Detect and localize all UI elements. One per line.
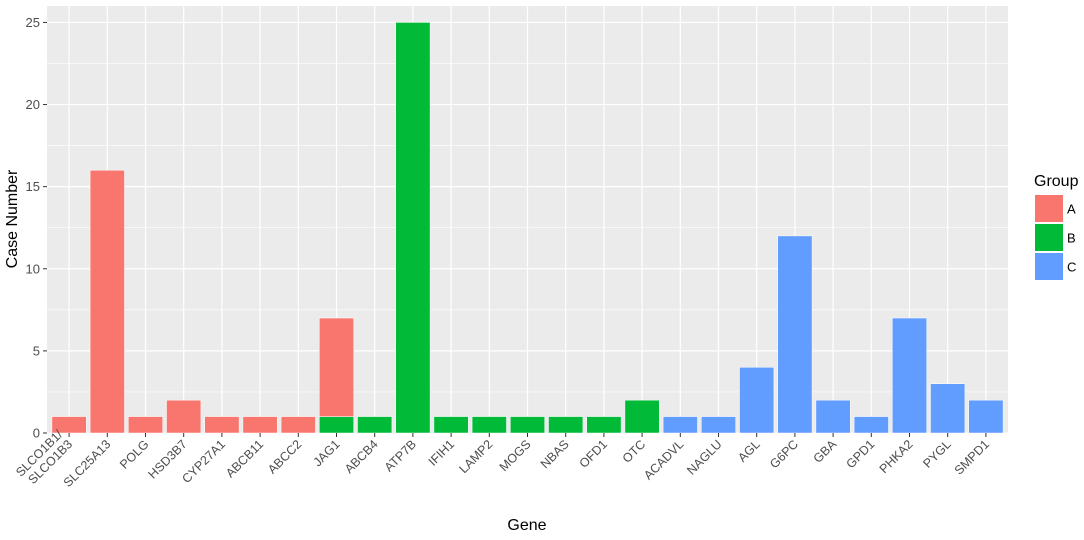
bar (586, 416, 622, 434)
x-tick-label: LAMP2 (457, 437, 496, 476)
legend-label: B (1067, 231, 1076, 246)
x-tick-label: ABCC2 (265, 437, 304, 476)
x-tick-label: OFD1 (577, 437, 611, 471)
bar (968, 399, 1004, 434)
x-tick-label: AGL (735, 437, 763, 465)
x-tick-label: JAG1 (311, 437, 343, 469)
grid (47, 6, 1008, 434)
y-tick-label: 15 (26, 179, 40, 194)
x-axis-label: Gene (507, 517, 546, 534)
bar (662, 416, 698, 434)
x-tick-label: GBA (811, 437, 840, 466)
bar (433, 416, 469, 434)
x-tick-label: ATP7B (382, 437, 419, 474)
x-tick-label: MOGS (497, 437, 534, 474)
x-tick-label: ACADVL (641, 437, 686, 482)
y-tick-label: 0 (33, 426, 40, 441)
bar (128, 416, 163, 434)
bar (89, 169, 125, 434)
y-tick-label: 25 (26, 15, 40, 30)
bar (280, 416, 316, 434)
legend: Group ABC (1034, 173, 1079, 280)
x-tick-label: OTC (620, 437, 649, 466)
bar (471, 416, 507, 434)
legend-label: C (1067, 260, 1076, 275)
x-tick-label: ABCB11 (223, 437, 266, 480)
legend-title: Group (1034, 173, 1079, 190)
bar (892, 317, 927, 434)
bar (319, 317, 354, 417)
bar (357, 416, 393, 434)
bar (548, 416, 584, 434)
x-tick-label: SMPD1 (952, 437, 992, 477)
bar (166, 399, 202, 434)
x-tick-label: PYGL (920, 437, 954, 471)
legend-label: A (1067, 202, 1076, 217)
x-tick-label: PHKA2 (877, 437, 916, 476)
legend-swatch (1035, 253, 1063, 280)
x-tick-label: NBAS (538, 437, 572, 471)
bar (319, 416, 354, 434)
bar (242, 416, 278, 434)
y-tick-label: 5 (33, 343, 40, 358)
x-tick-label: POLG (117, 437, 151, 471)
bar (510, 416, 545, 434)
bar (815, 399, 851, 434)
x-tick-label: NAGLU (684, 437, 724, 477)
bar (624, 399, 660, 434)
bars (51, 22, 1004, 434)
bar (701, 416, 736, 434)
x-tick-label: ABCB4 (342, 437, 381, 476)
legend-swatch (1035, 195, 1063, 222)
bar (395, 22, 431, 434)
legend-swatch (1035, 224, 1063, 251)
x-tick-label: IFIH1 (426, 437, 458, 469)
bar (853, 416, 889, 434)
bar (777, 235, 813, 434)
bar (739, 367, 775, 434)
y-tick-label: 10 (26, 261, 40, 276)
y-tick-label: 20 (26, 97, 40, 112)
bar (204, 416, 240, 434)
y-axis-label: Case Number (4, 169, 21, 268)
x-tick-label: GPD1 (843, 437, 877, 471)
bar (930, 383, 966, 434)
x-tick-label: G6PC (767, 437, 801, 471)
